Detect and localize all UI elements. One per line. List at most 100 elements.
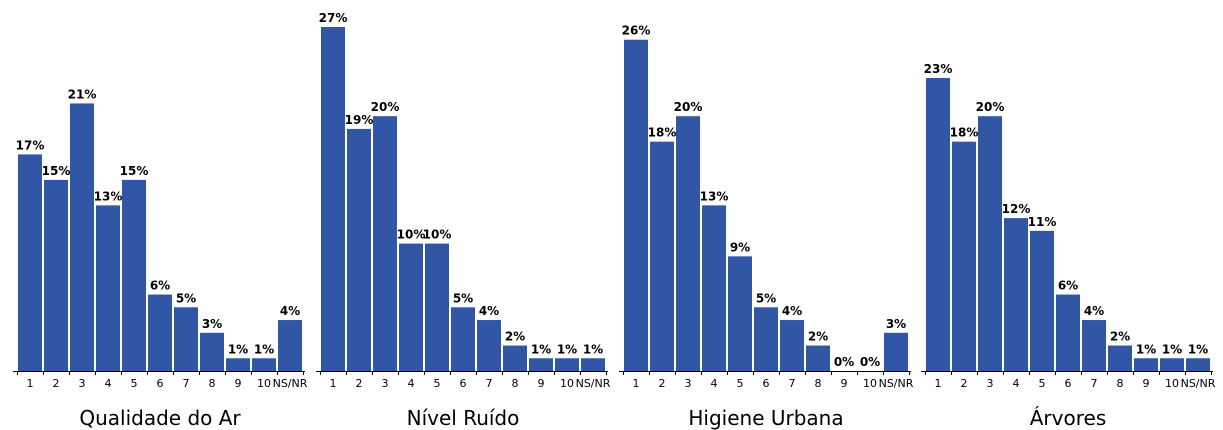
x-tick-label: NS/NR bbox=[576, 377, 611, 390]
x-tick-label: 1 bbox=[27, 377, 34, 390]
chart-title: Nível Ruído bbox=[407, 406, 520, 430]
x-tick-label: 10 bbox=[560, 377, 574, 390]
x-tick-label: 5 bbox=[1039, 377, 1046, 390]
bar bbox=[1030, 230, 1054, 371]
bar-value-label: 1% bbox=[1162, 342, 1182, 356]
bar bbox=[1134, 358, 1158, 371]
x-tick-label: 5 bbox=[131, 377, 138, 390]
x-tick-label: 7 bbox=[486, 377, 493, 390]
bar-value-label: 0% bbox=[860, 355, 880, 369]
bar bbox=[278, 320, 302, 371]
bar bbox=[728, 256, 752, 371]
bar bbox=[252, 358, 276, 371]
x-tick-label: 3 bbox=[685, 377, 692, 390]
x-tick-label: 2 bbox=[961, 377, 968, 390]
bar-value-label: 12% bbox=[1002, 202, 1031, 216]
bar-value-label: 13% bbox=[94, 189, 123, 203]
x-tick-label: 7 bbox=[789, 377, 796, 390]
charts-layer: 17%15%21%13%15%6%5%3%1% 1%4%1 2 3 4 5 6 7 8 9 10 NS… bbox=[13, 11, 1216, 430]
x-tick-label: 2 bbox=[53, 377, 60, 390]
bar bbox=[174, 307, 198, 371]
x-tick-label: 8 bbox=[1117, 377, 1124, 390]
x-tick-label: 1 bbox=[935, 377, 942, 390]
bar bbox=[226, 358, 250, 371]
x-tick-label: 6 bbox=[460, 377, 467, 390]
bar-value-label: 5% bbox=[453, 291, 473, 305]
bar-value-label: 1% bbox=[1136, 342, 1156, 356]
x-tick-label: 6 bbox=[763, 377, 770, 390]
x-tick-label: 9 bbox=[841, 377, 848, 390]
x-tick-label: 6 bbox=[157, 377, 164, 390]
bar bbox=[1108, 345, 1132, 371]
x-tick-label: 3 bbox=[79, 377, 86, 390]
x-tick-label: 5 bbox=[737, 377, 744, 390]
bar-value-label: 3% bbox=[886, 317, 906, 331]
bar-value-label: 13% bbox=[700, 189, 729, 203]
x-tick-label: 9 bbox=[1143, 377, 1150, 390]
bar-value-label: 19% bbox=[345, 113, 374, 127]
chart-title: Qualidade do Ar bbox=[79, 406, 241, 430]
x-tick-label: 7 bbox=[1091, 377, 1098, 390]
bar bbox=[676, 116, 700, 372]
x-tick-label: 4 bbox=[1013, 377, 1020, 390]
bar-value-label: 4% bbox=[782, 304, 802, 318]
bar bbox=[1186, 358, 1210, 371]
bar-value-label: 27% bbox=[319, 11, 348, 25]
bar-value-label: 10% bbox=[397, 228, 426, 242]
x-tick-label: 7 bbox=[183, 377, 190, 390]
bar bbox=[70, 103, 94, 371]
x-tick-label: 4 bbox=[711, 377, 718, 390]
bar-value-label: 4% bbox=[479, 304, 499, 318]
x-tick-label: 8 bbox=[512, 377, 519, 390]
bar bbox=[44, 179, 68, 371]
bar bbox=[1160, 358, 1184, 371]
chart-title: Higiene Urbana bbox=[688, 406, 843, 430]
bar bbox=[321, 27, 345, 371]
x-tick-label: 8 bbox=[815, 377, 822, 390]
x-tick-label: NS/NR bbox=[273, 377, 308, 390]
bar bbox=[399, 243, 423, 371]
bar bbox=[581, 358, 605, 371]
bar-value-label: 4% bbox=[1084, 304, 1104, 318]
bar-value-label: 26% bbox=[622, 24, 651, 38]
bar-value-label: 20% bbox=[976, 100, 1005, 114]
bar-value-label: 11% bbox=[1028, 215, 1057, 229]
bar bbox=[347, 128, 371, 371]
x-tick-label: NS/NR bbox=[1181, 377, 1216, 390]
bar bbox=[200, 332, 224, 371]
x-tick-label: 10 bbox=[1165, 377, 1179, 390]
bar-value-label: 15% bbox=[120, 164, 149, 178]
bar-value-label: 5% bbox=[756, 291, 776, 305]
bar bbox=[1056, 294, 1080, 371]
bar bbox=[780, 320, 804, 371]
bar bbox=[122, 179, 146, 371]
chart-title: Árvores bbox=[1030, 406, 1106, 430]
bar-value-label: 21% bbox=[68, 87, 97, 101]
bar bbox=[503, 345, 527, 371]
bar-value-label: 3% bbox=[202, 317, 222, 331]
chart-panel: 27% 19%20% 10%10% 5% 4% 2% 1% 1% 1% 1 2 3 4 5 6 7 8 9 10 NS… bbox=[316, 11, 611, 430]
bar bbox=[451, 307, 475, 371]
bar-value-label: 18% bbox=[648, 126, 677, 140]
x-tick-label: 1 bbox=[633, 377, 640, 390]
bar-value-label: 1% bbox=[583, 342, 603, 356]
bar bbox=[425, 243, 449, 371]
x-tick-label: 4 bbox=[105, 377, 112, 390]
bar bbox=[96, 205, 120, 371]
bar-value-label: 2% bbox=[505, 330, 525, 344]
x-tick-label: 9 bbox=[538, 377, 545, 390]
bar bbox=[148, 294, 172, 371]
bar bbox=[806, 345, 830, 371]
x-tick-label: 2 bbox=[659, 377, 666, 390]
bar bbox=[952, 141, 976, 371]
bar-value-label: 9% bbox=[730, 240, 750, 254]
bar bbox=[555, 358, 579, 371]
bar bbox=[18, 154, 42, 371]
bar bbox=[477, 320, 501, 371]
bar bbox=[754, 307, 778, 371]
bar bbox=[373, 116, 397, 372]
bar-value-label: 10% bbox=[423, 228, 452, 242]
bar bbox=[529, 358, 553, 371]
